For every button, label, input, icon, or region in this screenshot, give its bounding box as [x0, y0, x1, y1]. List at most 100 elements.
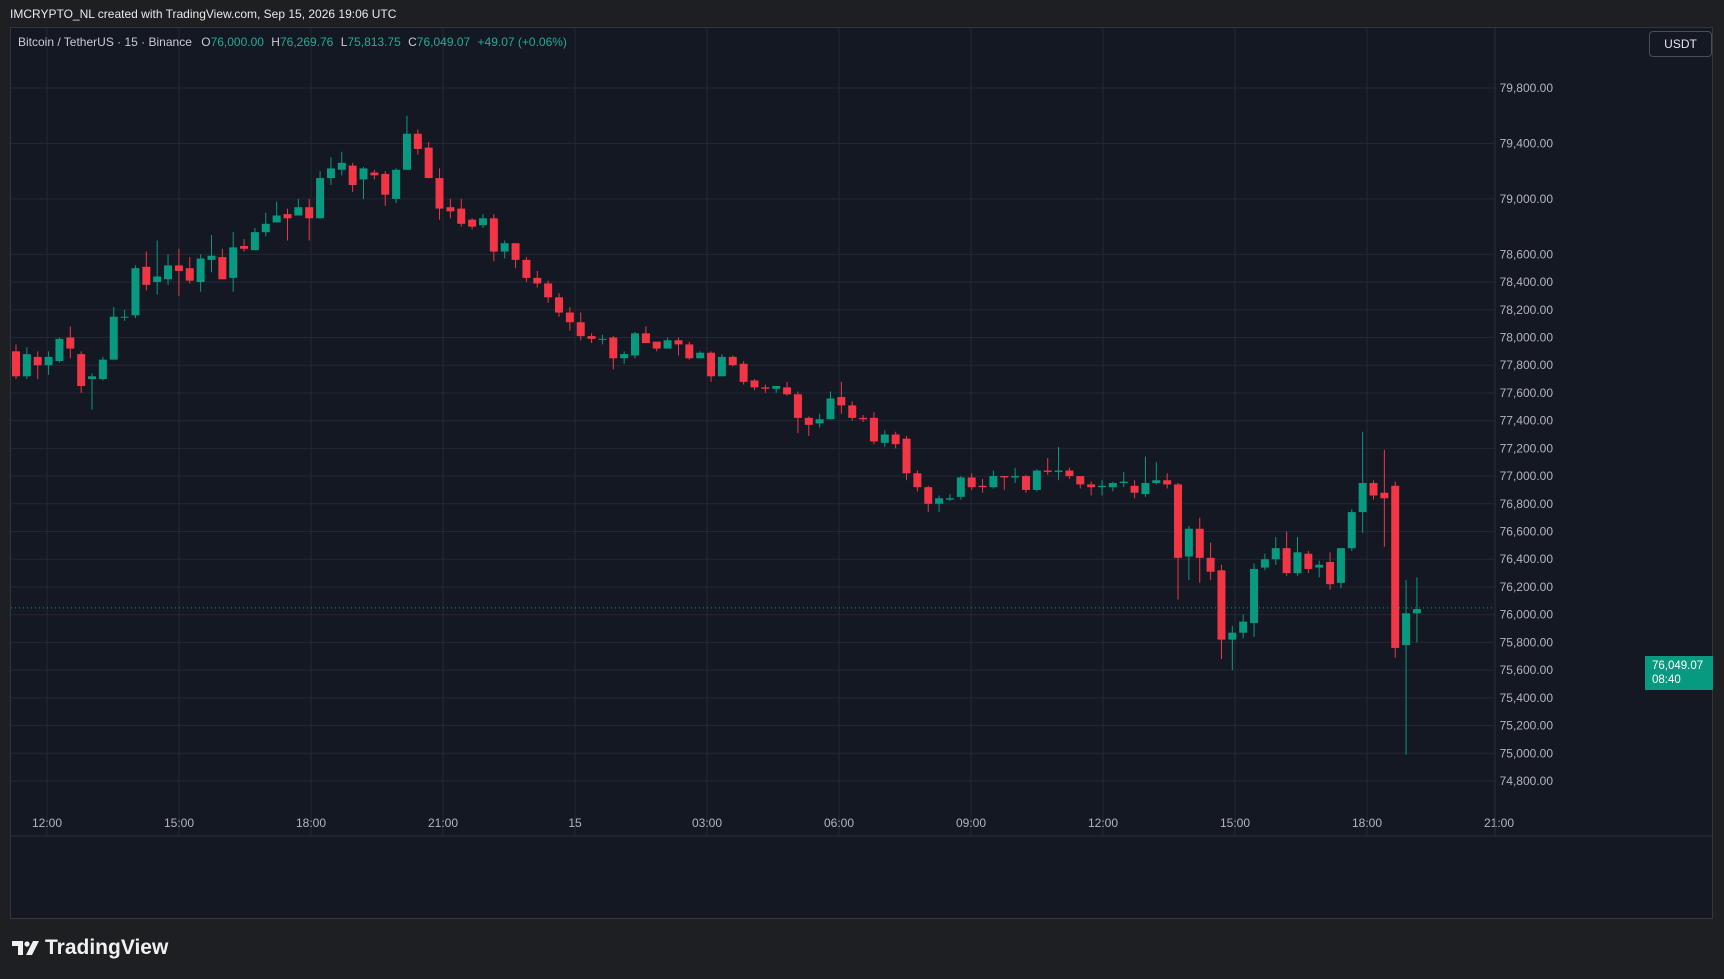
candle-body [631, 333, 640, 356]
change-value: +49.07 (+0.06%) [477, 35, 567, 49]
candle-body [1130, 485, 1139, 493]
y-axis-label: 74,800.00 [1500, 774, 1554, 788]
y-axis-label: 75,800.00 [1500, 635, 1554, 649]
y-axis-label: 78,000.00 [1500, 330, 1554, 344]
candlestick-chart[interactable]: 79,800.00 79,400.00 79,000.00 78,600.00 78,4… [11, 28, 1714, 920]
y-axis-label: 79,000.00 [1500, 192, 1554, 206]
candle-body [218, 257, 227, 280]
candle-body [1412, 609, 1421, 614]
brand-name: TradingView [45, 936, 169, 959]
candle-body [859, 417, 868, 420]
candle-body [1336, 548, 1345, 583]
y-axis-label: 75,000.00 [1500, 746, 1554, 760]
candle-body [837, 397, 846, 406]
x-axis-label: 12:00 [32, 816, 62, 830]
x-axis-label: 09:00 [956, 816, 986, 830]
low-key: L [340, 35, 348, 49]
candle-body [1032, 470, 1041, 490]
candle-body [1163, 480, 1172, 485]
y-axis-label: 75,400.00 [1500, 691, 1554, 705]
open-value: 76,000.00 [210, 35, 264, 49]
candle-body [283, 214, 292, 219]
candle-body [1250, 568, 1259, 623]
y-axis-label: 77,400.00 [1500, 414, 1554, 428]
candle-body [272, 215, 281, 223]
candle-body [1239, 621, 1248, 633]
candle-body [392, 169, 401, 199]
chart-panel[interactable]: 79,800.00 79,400.00 79,000.00 78,600.00 78,4… [10, 27, 1714, 920]
candle-body [196, 258, 205, 283]
candle-body [1184, 528, 1193, 557]
y-axis-label: 76,600.00 [1500, 525, 1554, 539]
last-price-badge: 76,049.07 08:40 [1645, 656, 1713, 690]
candle-body [696, 352, 705, 359]
candle-body [913, 473, 922, 488]
symbol-title[interactable]: Bitcoin / TetherUS · 15 · Binance [18, 35, 192, 49]
candle-body [620, 354, 629, 359]
candle-body [413, 133, 422, 149]
candle-body [663, 340, 672, 349]
candle-body [1141, 483, 1150, 495]
candle-body [1119, 481, 1128, 484]
candle-body [305, 207, 314, 219]
candle-body [522, 259, 531, 278]
candle-body [435, 178, 444, 209]
y-axis-label: 79,800.00 [1500, 81, 1554, 95]
candle-body [1108, 483, 1117, 488]
candle-body [1260, 559, 1269, 568]
candle-body [250, 232, 259, 251]
candle-body [804, 417, 813, 425]
candle-body [88, 376, 97, 380]
candle-body [1021, 476, 1030, 490]
x-axis-label: 21:00 [1484, 816, 1514, 830]
candle-body [207, 255, 216, 260]
candle-body [1098, 485, 1106, 488]
candle-body [641, 333, 650, 344]
candle-body [337, 162, 346, 170]
candle-body [869, 417, 878, 442]
x-axis-label: 15:00 [1220, 816, 1250, 830]
y-axis-label: 79,400.00 [1500, 136, 1554, 150]
y-axis-label: 78,600.00 [1500, 247, 1554, 261]
candle-body [902, 438, 911, 474]
candle-body [565, 312, 574, 323]
candle-body [1011, 476, 1020, 478]
candle-body [77, 354, 86, 386]
candle-body [1293, 552, 1302, 574]
candle-body [261, 223, 270, 233]
candle-body [707, 352, 716, 377]
candle-body [1206, 557, 1215, 572]
low-value: 75,813.75 [347, 35, 401, 49]
candle-body [185, 268, 194, 281]
candle-body [153, 276, 162, 283]
currency-button[interactable]: USDT [1649, 31, 1712, 57]
candle-body [739, 363, 748, 382]
candle-body [1402, 613, 1411, 646]
candle-body [783, 387, 792, 395]
candle-body [131, 268, 140, 316]
candle-body [457, 208, 466, 224]
candle-body [1228, 632, 1237, 640]
candle-body [717, 356, 726, 377]
candle-body [685, 344, 694, 359]
candle-body [1174, 484, 1183, 558]
candle-body [1065, 470, 1074, 477]
candle-body [240, 246, 249, 249]
candle-body [489, 218, 498, 252]
candle-body [1217, 570, 1226, 640]
last-price-value: 76,049.07 [1652, 660, 1704, 672]
candle-body [750, 380, 759, 388]
close-key: C [408, 35, 417, 49]
candle-body [468, 219, 477, 227]
x-axis-label: 15 [568, 816, 582, 830]
candle-body [728, 356, 737, 366]
tradingview-brand[interactable]: TradingView [12, 936, 168, 960]
candle-body [576, 322, 585, 337]
y-axis-label: 76,800.00 [1500, 497, 1554, 511]
candle-body [1195, 528, 1204, 558]
candle-body [66, 337, 75, 349]
candle-body [1347, 512, 1356, 549]
symbol-legend: Bitcoin / TetherUS · 15 · Binance O76,00… [18, 35, 567, 49]
candle-body [1326, 562, 1335, 585]
y-axis-label: 76,000.00 [1500, 608, 1554, 622]
